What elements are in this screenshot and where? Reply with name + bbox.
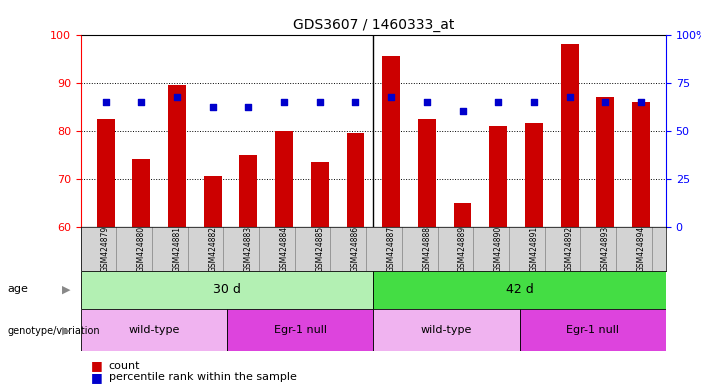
Bar <box>525 123 543 227</box>
Text: Egr-1 null: Egr-1 null <box>273 325 327 335</box>
Point <box>278 99 290 105</box>
Text: genotype/variation: genotype/variation <box>7 326 100 336</box>
Bar <box>454 202 472 227</box>
Text: wild-type: wild-type <box>421 325 472 335</box>
Text: GSM424886: GSM424886 <box>351 225 360 272</box>
Point <box>350 99 361 105</box>
Point <box>386 94 397 100</box>
Bar <box>418 119 436 227</box>
Bar <box>382 56 400 227</box>
Text: 42 d: 42 d <box>505 283 533 296</box>
Bar <box>373 309 519 351</box>
Bar <box>240 154 257 227</box>
Bar <box>227 309 373 351</box>
Text: GSM424892: GSM424892 <box>565 225 574 272</box>
Point <box>564 94 576 100</box>
Text: GSM424881: GSM424881 <box>172 226 182 271</box>
Text: GSM424890: GSM424890 <box>494 225 503 272</box>
Text: GSM424888: GSM424888 <box>422 226 431 271</box>
Text: GSM424893: GSM424893 <box>601 225 610 272</box>
Text: GSM424891: GSM424891 <box>529 225 538 272</box>
Point <box>100 99 111 105</box>
Text: GSM424879: GSM424879 <box>101 225 110 272</box>
Bar <box>81 271 373 309</box>
Text: ■: ■ <box>91 359 103 372</box>
Bar <box>561 44 578 227</box>
Bar <box>168 85 186 227</box>
Text: Egr-1 null: Egr-1 null <box>566 325 619 335</box>
Text: age: age <box>7 284 28 294</box>
Bar <box>81 309 227 351</box>
Point <box>421 99 433 105</box>
Bar <box>373 271 666 309</box>
Title: GDS3607 / 1460333_at: GDS3607 / 1460333_at <box>292 18 454 32</box>
Text: GSM424894: GSM424894 <box>637 225 646 272</box>
Text: GSM424884: GSM424884 <box>280 225 289 272</box>
Bar <box>275 131 293 227</box>
Text: GSM424887: GSM424887 <box>387 225 395 272</box>
Point <box>171 94 182 100</box>
Text: GSM424889: GSM424889 <box>458 225 467 272</box>
Point <box>457 108 468 114</box>
Bar <box>489 126 507 227</box>
Point <box>243 104 254 110</box>
Bar <box>97 119 114 227</box>
Text: GSM424883: GSM424883 <box>244 225 253 272</box>
Point <box>599 99 611 105</box>
Point <box>493 99 504 105</box>
Bar <box>519 309 666 351</box>
Bar <box>204 176 222 227</box>
Text: GSM424882: GSM424882 <box>208 226 217 271</box>
Bar <box>311 162 329 227</box>
Text: wild-type: wild-type <box>128 325 179 335</box>
Text: ▶: ▶ <box>62 284 71 294</box>
Bar <box>132 159 150 227</box>
Bar <box>597 97 614 227</box>
Point <box>635 99 646 105</box>
Text: ■: ■ <box>91 371 103 384</box>
Point <box>314 99 325 105</box>
Text: ▶: ▶ <box>62 326 71 336</box>
Bar <box>346 133 365 227</box>
Text: GSM424880: GSM424880 <box>137 225 146 272</box>
Text: count: count <box>109 361 140 371</box>
Text: 30 d: 30 d <box>213 283 241 296</box>
Point <box>207 104 218 110</box>
Text: GSM424885: GSM424885 <box>315 225 325 272</box>
Point <box>136 99 147 105</box>
Text: percentile rank within the sample: percentile rank within the sample <box>109 372 297 382</box>
Bar <box>632 102 650 227</box>
Point <box>529 99 540 105</box>
